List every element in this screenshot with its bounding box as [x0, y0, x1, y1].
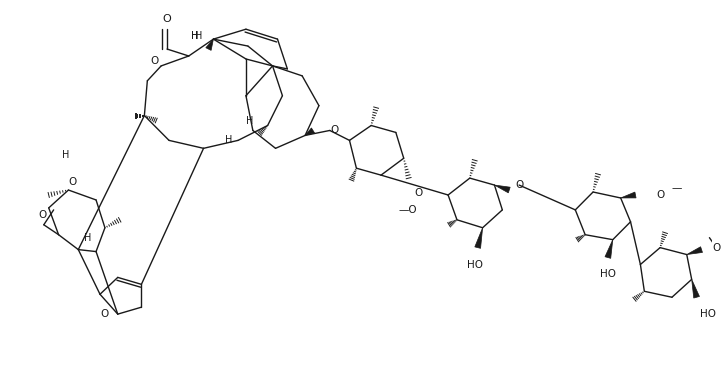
Polygon shape — [691, 279, 699, 298]
Text: O: O — [712, 243, 720, 253]
Text: H: H — [195, 31, 203, 41]
Text: O: O — [163, 14, 172, 24]
Polygon shape — [205, 39, 213, 50]
Text: H: H — [191, 31, 198, 41]
Polygon shape — [621, 192, 636, 198]
Text: H: H — [191, 31, 198, 41]
Text: H: H — [224, 135, 232, 146]
Text: O: O — [515, 180, 523, 190]
Text: O: O — [656, 190, 664, 200]
Text: O: O — [39, 210, 47, 220]
Text: O: O — [415, 188, 423, 198]
Polygon shape — [605, 240, 613, 259]
Text: —O: —O — [399, 205, 417, 215]
Text: HO: HO — [600, 269, 616, 279]
Text: O: O — [150, 56, 159, 66]
Polygon shape — [475, 228, 482, 248]
Polygon shape — [305, 128, 314, 135]
Text: H: H — [246, 116, 254, 125]
Text: H: H — [84, 233, 92, 243]
Text: O: O — [68, 177, 76, 187]
Text: —: — — [672, 183, 682, 193]
Text: O: O — [330, 125, 339, 135]
Text: HO: HO — [699, 309, 715, 319]
Polygon shape — [495, 185, 510, 193]
Text: O: O — [101, 309, 109, 319]
Polygon shape — [686, 247, 702, 255]
Text: HO: HO — [466, 260, 483, 271]
Text: H: H — [62, 150, 69, 160]
